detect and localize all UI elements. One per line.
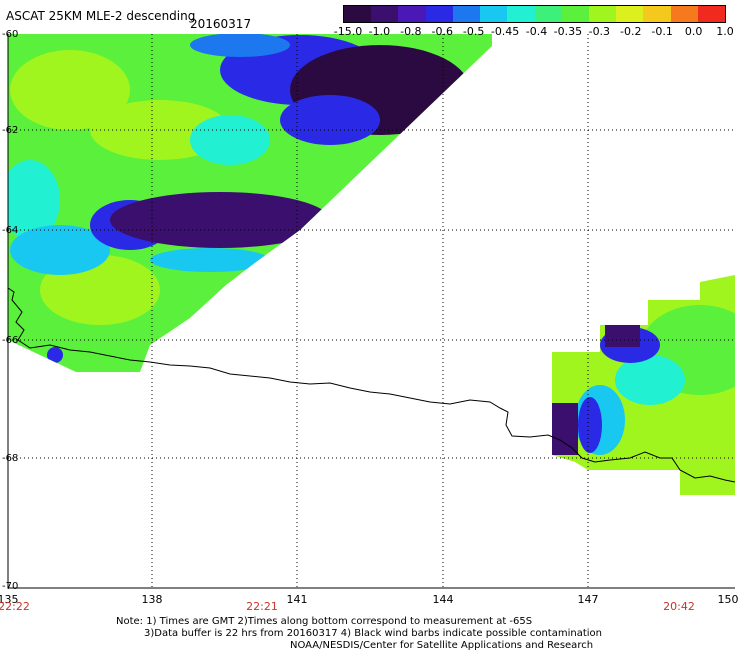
colorbar-segment: [643, 6, 671, 22]
lon-label: 135: [0, 593, 19, 606]
footer-line-2: 3)Data buffer is 22 hrs from 20160317 4)…: [144, 628, 602, 639]
colorbar-tick-label: -0.3: [588, 25, 611, 38]
footer-line-1: Note: 1) Times are GMT 2)Times along bot…: [116, 616, 532, 627]
lon-label: 150: [718, 593, 739, 606]
lon-labels: 135 138 141 144 147 150: [0, 593, 739, 606]
colorbar-segment: [588, 6, 617, 22]
lon-label: 138: [142, 593, 163, 606]
footer-line-3: NOAA/NESDIS/Center for Satellite Applica…: [290, 640, 593, 650]
colorbar-tick-label: -0.45: [490, 25, 520, 38]
colorbar-tick-label: -0.8: [400, 25, 422, 38]
map-title: ASCAT 25KM MLE-2 descending: [6, 9, 196, 23]
time-labels: 22:22 22:21 20:42: [0, 600, 695, 613]
colorbar-tick-label: -0.5: [462, 25, 485, 38]
lat-labels: -60 -62 -64 -66 -68 -70: [2, 29, 18, 592]
colorbar-segment: [697, 6, 725, 22]
colorbar-segment: [425, 6, 453, 22]
data-swath-west: [8, 34, 492, 372]
lon-label: 147: [578, 593, 599, 606]
colorbar-tick-label: -1.0: [368, 25, 391, 38]
colorbar-segment: [371, 6, 399, 22]
colorbar-segment: [561, 6, 589, 22]
colorbar-tick-label: -0.35: [553, 25, 583, 38]
coastline: [7, 287, 736, 483]
footer-notes: Note: 1) Times are GMT 2)Times along bot…: [116, 616, 602, 650]
colorbar-segment: [670, 6, 698, 22]
colorbar-tick-label: -0.1: [651, 25, 673, 38]
map-date: 20160317: [190, 17, 252, 31]
colorbar-segment: [344, 6, 372, 22]
colorbar-segment: [398, 6, 426, 22]
colorbar-labels: -15.0 -1.0 -0.8 -0.6 -0.5 -0.45 -0.4 -0.35 -0.3-…: [330, 25, 734, 39]
colorbar-segment: [616, 6, 644, 22]
colorbar-segment: [507, 6, 535, 22]
lat-label: -60: [2, 29, 18, 40]
colorbar-tick-label: -0.6: [431, 25, 453, 38]
lon-label: 144: [433, 593, 454, 606]
lat-label: -70: [2, 581, 18, 592]
grid: [8, 34, 735, 588]
lat-label: -66: [2, 335, 18, 346]
colorbar: [343, 5, 726, 23]
time-label: 22:21: [246, 600, 278, 613]
colorbar-tick-label: 0.0: [684, 25, 703, 38]
lat-label: -62: [2, 125, 18, 136]
colorbar-tick-label: -0.2: [620, 25, 642, 38]
colorbar-segment: [480, 6, 508, 22]
colorbar-tick-label: 1.0: [716, 25, 734, 38]
lat-label: -64: [2, 225, 18, 236]
colorbar-segment: [452, 6, 481, 22]
time-label: 22:22: [0, 600, 30, 613]
lat-label: -68: [2, 453, 18, 464]
data-swath-east: [552, 275, 735, 495]
colorbar-tick-label: -0.4: [525, 25, 548, 38]
colorbar-tick-label: -15.0: [333, 25, 363, 38]
lon-label: 141: [287, 593, 308, 606]
colorbar-segment: [534, 6, 562, 22]
time-label: 20:42: [663, 600, 695, 613]
